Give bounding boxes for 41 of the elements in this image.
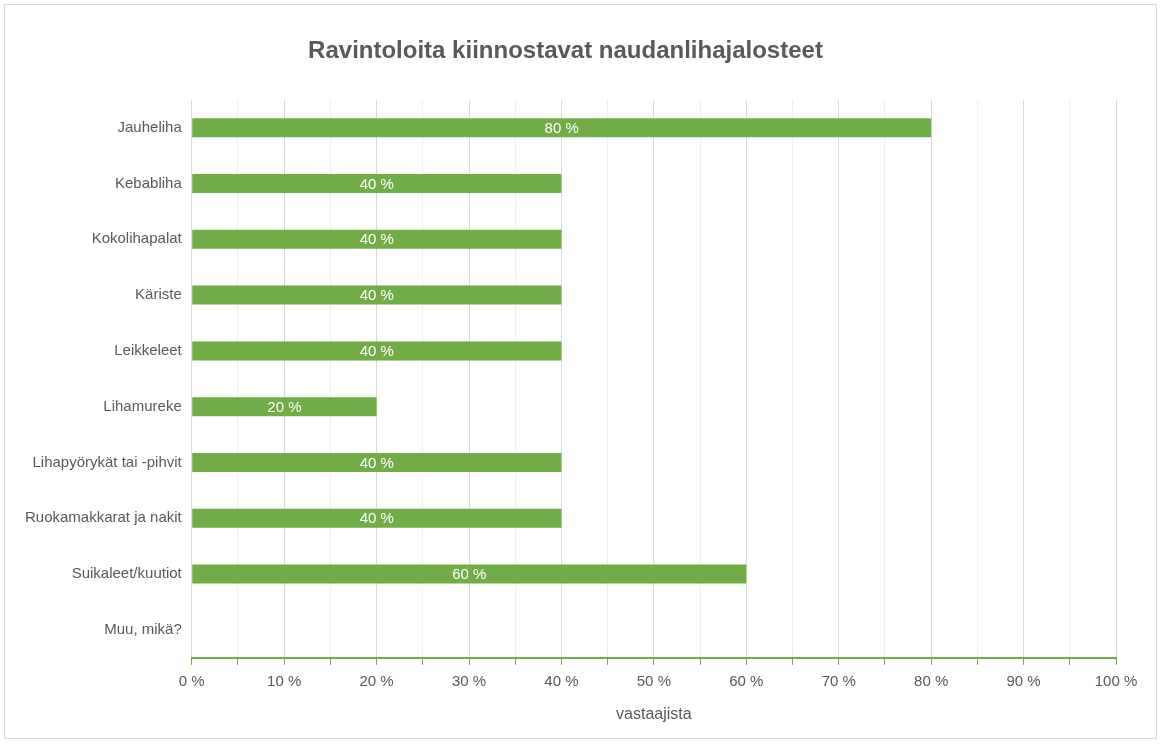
x-tick-label: 90 % [1006,671,1041,689]
x-tick-label: 60 % [729,671,764,689]
data-label: 40 % [359,342,394,360]
bar [192,508,562,528]
bar [192,174,562,193]
x-tick-label: 30 % [451,671,487,689]
y-tick-label: Muu, mikä? [104,620,182,638]
x-tick-label: 80 % [914,671,949,689]
x-tick-label: 10 % [267,671,302,689]
bar [192,341,562,361]
y-tick-label: Leikkeleet [114,341,183,359]
bar [192,118,932,138]
x-axis-title: vastaajista [616,704,692,722]
bar [192,564,747,584]
y-tick-label: Lihamureke [103,396,182,414]
data-label: 40 % [359,453,394,471]
y-tick-label: Jauheliha [117,117,183,135]
y-tick-label: Ruokamakkarat ja nakit [24,508,183,526]
data-label: 40 % [359,286,394,304]
x-tick-label: 20 % [359,671,394,689]
y-tick-label: Suikaleet/kuutiot [71,564,183,582]
bar [192,229,562,249]
chart-title: Ravintoloita kiinnostavat naudanlihajalosteet [308,36,823,64]
x-tick-label: 0 % [178,671,205,689]
bar [192,285,562,305]
data-label: 20 % [267,397,302,415]
y-tick-label: Käriste [135,285,182,303]
x-tick-label: 100 % [1094,671,1138,689]
y-tick-label: Kokolihapalat [91,229,183,247]
y-tick-label: Lihapyörykät tai -pihvit [32,452,183,470]
y-tick-label: Kebabliha [115,173,183,191]
bar [192,397,377,417]
bar [192,453,562,472]
data-label: 40 % [359,174,394,192]
data-label: 80 % [544,118,579,136]
data-label: 60 % [452,565,487,583]
x-tick-label: 70 % [821,671,856,689]
data-label: 40 % [359,230,394,248]
x-tick-label: 50 % [636,671,671,689]
x-tick-label: 40 % [544,671,579,689]
data-label: 40 % [359,509,394,527]
